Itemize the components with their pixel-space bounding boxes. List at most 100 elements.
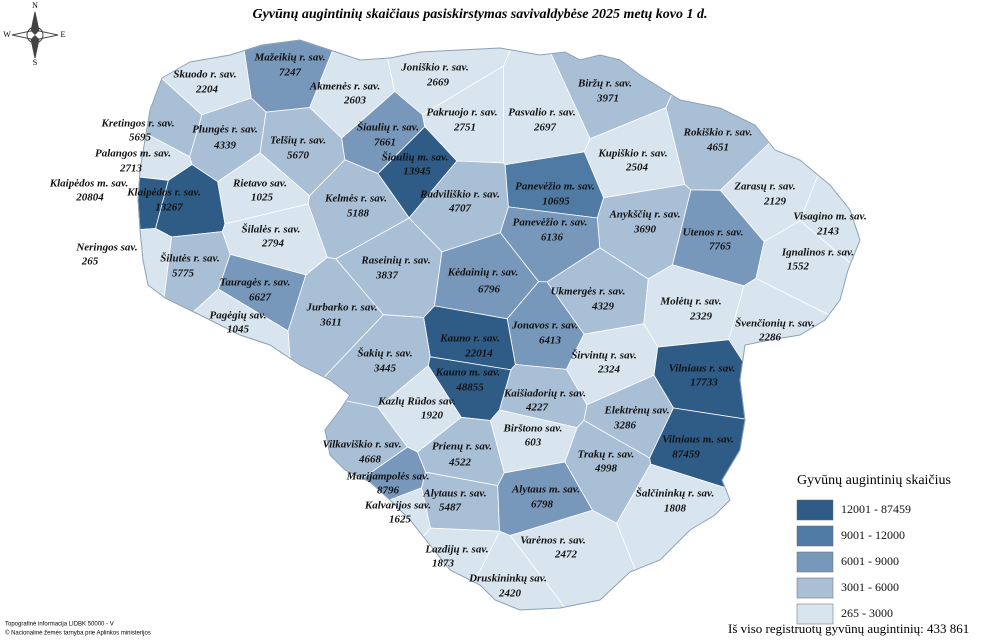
total: Iš viso registruotų gyvūnų augintinių: 4… [728, 621, 969, 636]
legend-swatch [796, 525, 834, 547]
region-name: Lazdijų r. sav. [424, 544, 488, 556]
region-name: Panevėžio m. sav. [515, 181, 595, 193]
region-name: Rokiškio r. sav. [683, 127, 753, 139]
region-name: Akmenės r. sav. [309, 81, 381, 93]
region-value: 13267 [155, 202, 183, 214]
region-value: 4339 [213, 140, 237, 152]
region-value: 4707 [448, 203, 472, 215]
region-value: 22014 [464, 348, 493, 360]
region-name: Joniškio r. sav. [400, 62, 468, 74]
labels: Mažeikių r. sav. 7247 Skuodo r. sav. 2204 Ak… [49, 52, 867, 600]
region-name: Pagėgių sav. [209, 310, 266, 322]
region-value: 6796 [478, 284, 501, 296]
region-value: 1920 [421, 410, 444, 422]
region-value: 6413 [539, 335, 562, 347]
legend-swatch [796, 603, 834, 625]
region-value: 6627 [249, 292, 272, 304]
region-name: Palangos m. sav. [95, 148, 171, 160]
region-name: Kauno m. sav. [435, 367, 500, 379]
region-value: 3611 [319, 317, 341, 329]
region-name: Druskininkų sav. [468, 573, 547, 585]
region-value: 4651 [706, 142, 729, 154]
compass-s: S [33, 58, 37, 67]
region-name: Alytaus r. sav. [422, 488, 486, 500]
regions [137, 39, 861, 611]
region-name: Kupiškio r. sav. [597, 148, 667, 160]
region-value: 3286 [613, 420, 637, 432]
region-value: 2669 [426, 77, 450, 89]
legend-title: Gyvūnų augintinių skaičius [797, 473, 951, 488]
region-name: Biržų r. sav. [577, 78, 632, 90]
region-value: 5775 [172, 268, 195, 280]
region-name: Šalčininkų r. sav. [636, 487, 714, 500]
region-value: 3445 [373, 363, 397, 375]
region-value: 87459 [672, 449, 700, 461]
region-name: Vilniaus m. sav. [662, 434, 734, 446]
compass-w: W [3, 30, 11, 39]
region-name: Marijampolės sav. [346, 471, 430, 483]
region-value: 7661 [374, 137, 396, 149]
region-value: 1873 [432, 558, 455, 570]
region-name: Kelmės r. sav. [324, 193, 387, 205]
region-value: 1025 [251, 192, 274, 204]
compass-needle [31, 35, 39, 58]
region-name: Neringos sav. [75, 242, 137, 254]
region-value: 17733 [690, 377, 718, 389]
region-name: Vilkaviškio r. sav. [322, 439, 401, 451]
legend-swatch [796, 577, 834, 599]
region-name: Ukmergės r. sav. [551, 286, 626, 298]
region-value: 2420 [498, 588, 522, 600]
region-name: Zarasų r. sav. [733, 181, 795, 193]
region-name: Kaišiadorių r. sav. [503, 388, 586, 400]
region-name: Alytaus m. sav. [511, 484, 580, 496]
country-outline [137, 39, 861, 611]
region-name: Telšių r. sav. [270, 135, 326, 147]
region-name: Pasvalio r. sav. [508, 107, 575, 119]
legend-label: 6001 - 9000 [841, 554, 899, 568]
region-value: 13945 [403, 166, 431, 178]
region-value: 2324 [597, 364, 621, 376]
region-value: 3971 [596, 93, 619, 105]
region-value: 10695 [542, 196, 570, 208]
region-value: 3690 [633, 224, 657, 236]
region-value: 7247 [279, 67, 302, 79]
region-value: 2794 [261, 238, 285, 250]
region-name: Raseinių r. sav. [360, 255, 430, 267]
region-value: 4329 [591, 301, 615, 313]
region-value: 20804 [75, 192, 104, 204]
region-name: Panevėžio r. sav. [513, 217, 588, 229]
legend-label: 12001 - 87459 [841, 502, 911, 516]
region-value: 2504 [625, 162, 649, 174]
region-name: Trakų r. sav. [578, 449, 635, 461]
region-name: Klaipėdos r. sav. [126, 187, 201, 199]
region-value: 603 [525, 437, 542, 449]
region-value: 8796 [377, 485, 400, 497]
region-value: 2143 [816, 226, 840, 238]
region-name: Elektrėnų sav. [604, 405, 670, 417]
region-name: Kėdainių r. sav. [447, 267, 519, 279]
region-value: 4227 [525, 402, 549, 414]
region-name: Mažeikių r. sav. [253, 52, 325, 64]
region-value: 2286 [758, 332, 782, 344]
compass-needle [31, 12, 39, 35]
region-value: 2204 [195, 84, 219, 96]
credit: Topografinė informacija LIDBK 50000 - V [5, 622, 114, 628]
legend-swatch [796, 551, 834, 573]
region-value: 6136 [541, 232, 564, 244]
region-value: 4998 [594, 463, 618, 475]
region-name: Šilalės r. sav. [242, 223, 301, 236]
region-value: 1625 [389, 514, 412, 526]
compass-e: E [61, 30, 66, 39]
region-name: Ignalinos r. sav. [781, 247, 854, 259]
compass-ring [26, 26, 44, 44]
region-name: Skuodo r. sav. [173, 69, 236, 81]
region-value: 2751 [453, 122, 476, 134]
region-name: Pakruojo r. sav. [426, 107, 497, 119]
region-value: 5695 [129, 132, 152, 144]
compass-n: N [32, 1, 38, 10]
region-name: Rietavo sav. [232, 178, 287, 190]
region-name: Kretingos r. sav. [101, 118, 175, 130]
region-value: 48855 [455, 382, 484, 394]
region-name: Širvintų r. sav. [571, 349, 637, 362]
